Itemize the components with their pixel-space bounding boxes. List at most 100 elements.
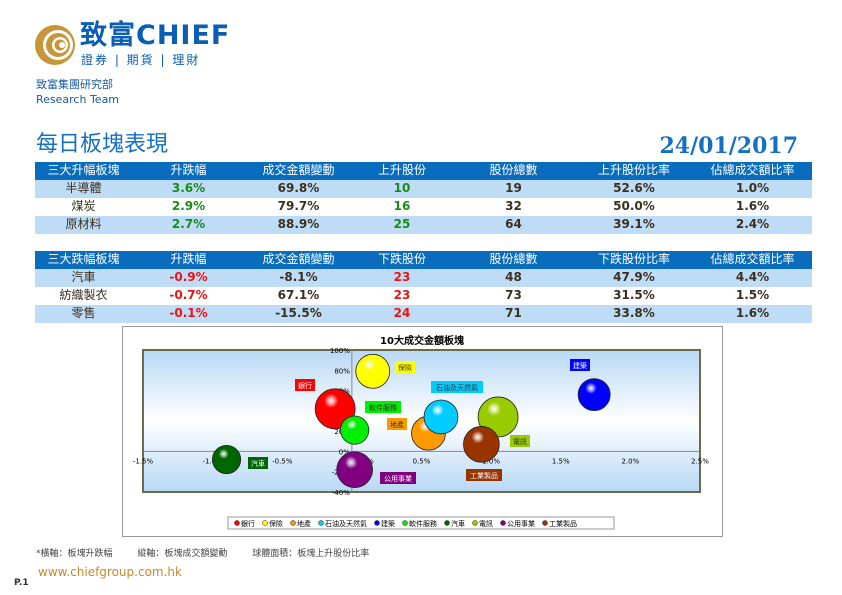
table-cell: -0.1% <box>132 305 245 323</box>
table-cell: 24 <box>352 305 452 323</box>
table-cell: 紡織製衣 <box>59 288 108 303</box>
department: 致富集團研究部 <box>36 78 113 91</box>
legend-entry: 銀行 <box>241 519 255 528</box>
table-cell: 汽車 <box>35 269 132 287</box>
table-cell: -0.9% <box>132 269 245 287</box>
legend-entry: 地產 <box>297 519 311 528</box>
footnote-y: 縱軸：板塊成交額變動 <box>137 549 228 559</box>
legend-entry: 工業製品 <box>549 519 577 528</box>
bubble-label-bg <box>570 359 590 371</box>
legend-marker <box>318 520 324 526</box>
bubble-label: 地產 <box>390 420 404 429</box>
legend-marker <box>500 520 506 526</box>
top-gainers-table: 三大升幅板塊 升跌幅 成交金額變動 上升股份 股份總數 上升股份比率 佔總成交額比率 半導體 3… <box>35 162 812 234</box>
page-title: 每日板塊表現 <box>36 132 169 157</box>
column-header: 成交金額變動 <box>245 251 352 269</box>
y-tick-label: 100% <box>330 347 350 355</box>
legend-entry: 電訊 <box>479 519 493 528</box>
table-cell: 1.6% <box>693 305 812 323</box>
legend-marker <box>444 520 450 526</box>
table-cell: 1.5% <box>735 288 770 303</box>
x-tick-label: 2.5% <box>691 457 709 465</box>
column-header: 上升股份 <box>352 162 452 180</box>
bubble-label: 電訊 <box>513 437 527 446</box>
table-row: 汽車 -0.9% -8.1% 23 48 47.9% 4.4% <box>35 269 812 287</box>
bubble-label: 石油及天然氣 <box>436 383 478 392</box>
table-cell: 25 <box>352 216 452 234</box>
column-header: 股份總數 <box>452 162 575 180</box>
table-cell: 半導體 <box>35 180 132 198</box>
column-header: 股份總數 <box>452 251 575 269</box>
legend-entry: 軟件服務 <box>409 519 437 528</box>
brand-tagline: 證券 | 期貨 | 理財 <box>81 53 201 67</box>
y-tick-label: 0% <box>339 448 350 456</box>
report-date: 24/01/2017 <box>659 133 798 159</box>
bubble-label: 汽車 <box>251 459 265 468</box>
table-row: 煤炭 2.9% 79.7% 16 32 50.0% 1.6% <box>35 198 812 216</box>
x-tick-label: -1.5% <box>133 457 154 465</box>
column-header: 上升股份比率 <box>575 162 693 180</box>
table-cell: -0.7% <box>169 288 208 303</box>
table-header: 三大升幅板塊 升跌幅 成交金額變動 上升股份 股份總數 上升股份比率 佔總成交額比率 <box>35 162 812 180</box>
table-cell: 50.0% <box>613 199 655 214</box>
table-cell: 64 <box>452 216 575 234</box>
x-tick-label: 0.5% <box>413 457 431 465</box>
bubble-label-bg <box>380 472 416 484</box>
table-cell: 19 <box>452 180 575 198</box>
legend-entry: 汽車 <box>451 519 465 528</box>
logo-icon <box>35 25 75 65</box>
chart-frame <box>122 326 723 537</box>
table-cell: 3.6% <box>132 180 245 198</box>
table-cell: 73 <box>505 288 522 303</box>
column-header: 三大升幅板塊 <box>35 162 132 180</box>
bubble-chart: 10大成交金額板塊 -1.5%-1.0%-0.5%0.0%0.5%1.0%1.5… <box>133 334 709 530</box>
table-cell: 33.8% <box>575 305 693 323</box>
bubble-label-bg <box>387 418 407 430</box>
table-cell: 煤炭 <box>71 199 96 214</box>
bubble-label-bg <box>365 401 401 413</box>
bubble-3 <box>423 399 459 435</box>
bubble-label: 軟件服務 <box>369 403 397 412</box>
column-header: 下跌股份 <box>352 251 452 269</box>
column-header: 三大跌幅板塊 <box>35 251 132 269</box>
bubble-label: 保險 <box>398 363 412 372</box>
bubble-1 <box>355 353 391 389</box>
table-cell: 1.0% <box>693 180 812 198</box>
table-cell: 67.1% <box>277 288 320 303</box>
table-cell: 10 <box>352 180 452 198</box>
bubble-5 <box>340 415 370 445</box>
table-cell: -8.1% <box>245 269 352 287</box>
bubble-label-bg <box>395 361 415 373</box>
footnote-x: *橫軸：板塊升跌幅 <box>36 549 113 559</box>
column-header: 升跌幅 <box>132 251 245 269</box>
table-cell: 88.9% <box>245 216 352 234</box>
table-cell: 39.1% <box>575 216 693 234</box>
table-cell: 32 <box>505 199 522 214</box>
x-tick-label: 1.0% <box>482 457 500 465</box>
y-tick-label: 80% <box>334 367 350 375</box>
table-cell: 零售 <box>35 305 132 323</box>
footnote-size: 球體面積：板塊上升股份比率 <box>252 549 370 559</box>
x-tick-label: 1.5% <box>552 457 570 465</box>
brand-logo-text: 致富CHIEF <box>80 20 231 51</box>
legend-entry: 公用事業 <box>507 519 535 528</box>
legend-marker <box>542 520 548 526</box>
bubble-label-bg <box>295 379 315 391</box>
legend-marker <box>374 520 380 526</box>
table-cell: 23 <box>393 288 411 303</box>
column-header: 升跌幅 <box>132 162 245 180</box>
legend-entry: 建築 <box>381 519 395 528</box>
top-losers-table: 三大跌幅板塊 升跌幅 成交金額變動 下跌股份 股份總數 下跌股份比率 佔總成交額比率 汽車 -0… <box>35 251 812 323</box>
table-cell: 47.9% <box>575 269 693 287</box>
table-cell: 原材料 <box>35 216 132 234</box>
legend-marker <box>262 520 268 526</box>
bubble-label: 工業製品 <box>470 471 498 480</box>
legend-box <box>227 516 615 530</box>
bubble-label: 銀行 <box>298 381 312 390</box>
website-link[interactable]: www.chiefgroup.com.hk <box>38 565 182 579</box>
page-number: P.1 <box>14 578 29 588</box>
table-cell: 71 <box>452 305 575 323</box>
legend-marker <box>290 520 296 526</box>
column-header: 下跌股份比率 <box>575 251 693 269</box>
table-cell: 48 <box>452 269 575 287</box>
